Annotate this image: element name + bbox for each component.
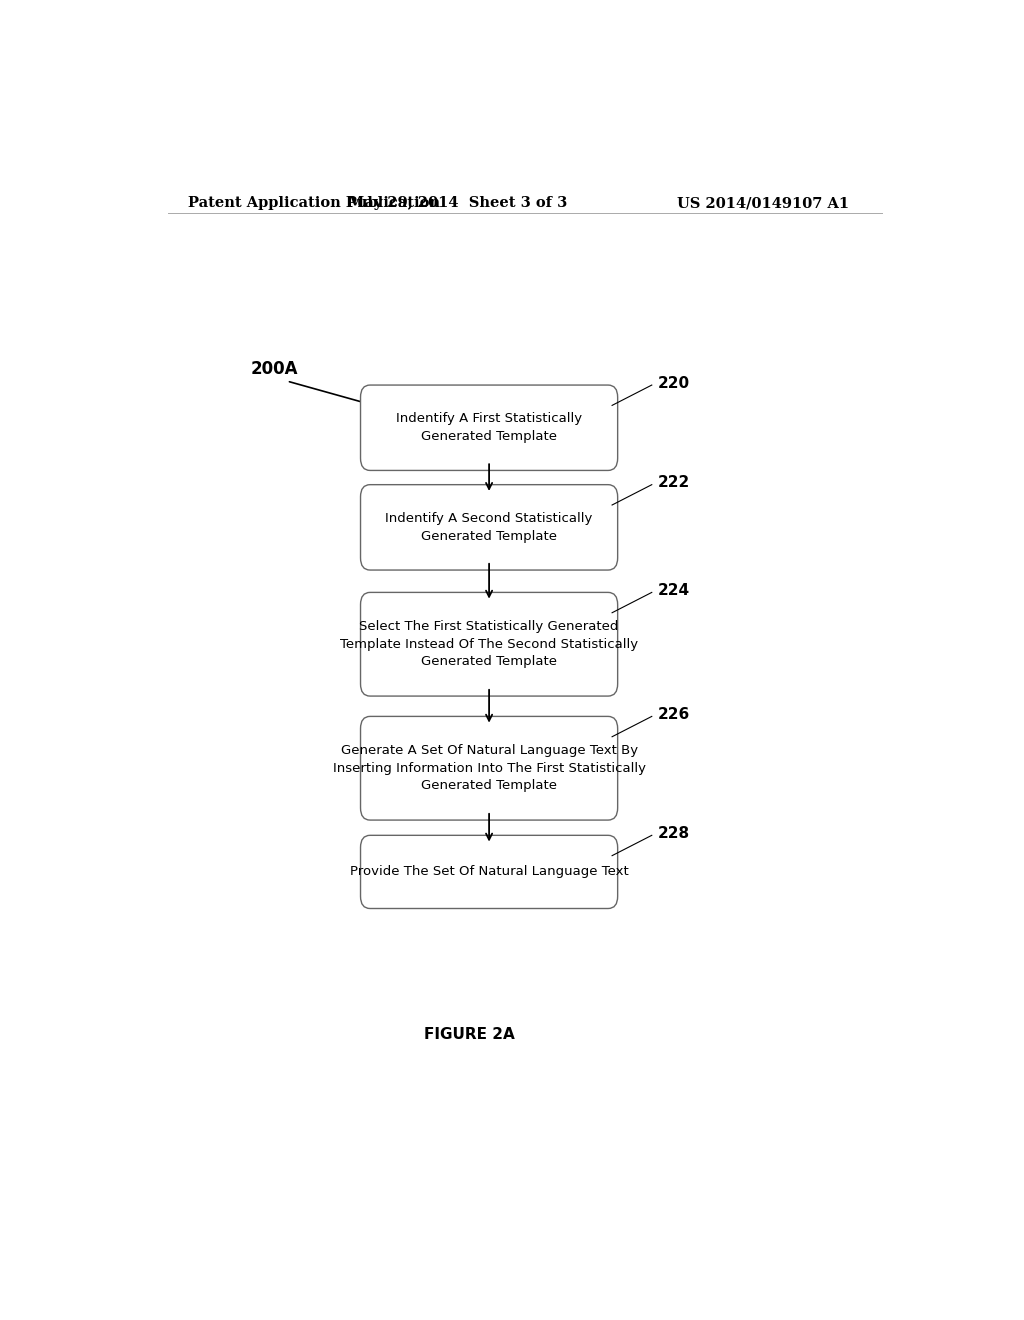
FancyBboxPatch shape [360, 484, 617, 570]
Text: Provide The Set Of Natural Language Text: Provide The Set Of Natural Language Text [350, 866, 629, 878]
Text: 226: 226 [658, 708, 690, 722]
Text: 222: 222 [658, 475, 690, 490]
Text: 228: 228 [658, 826, 690, 841]
Text: Patent Application Publication: Patent Application Publication [187, 197, 439, 210]
FancyBboxPatch shape [360, 593, 617, 696]
Text: Generate A Set Of Natural Language Text By
Inserting Information Into The First : Generate A Set Of Natural Language Text … [333, 744, 645, 792]
Text: 220: 220 [658, 375, 690, 391]
Text: Select The First Statistically Generated
Template Instead Of The Second Statisti: Select The First Statistically Generated… [340, 620, 638, 668]
FancyBboxPatch shape [360, 385, 617, 470]
FancyBboxPatch shape [360, 836, 617, 908]
FancyBboxPatch shape [360, 717, 617, 820]
Text: Indentify A Second Statistically
Generated Template: Indentify A Second Statistically Generat… [385, 512, 593, 543]
Text: May 29, 2014  Sheet 3 of 3: May 29, 2014 Sheet 3 of 3 [348, 197, 567, 210]
Text: Indentify A First Statistically
Generated Template: Indentify A First Statistically Generate… [396, 412, 583, 444]
Text: 200A: 200A [251, 360, 299, 378]
Text: 224: 224 [658, 583, 690, 598]
Text: US 2014/0149107 A1: US 2014/0149107 A1 [677, 197, 849, 210]
Text: FIGURE 2A: FIGURE 2A [424, 1027, 515, 1041]
